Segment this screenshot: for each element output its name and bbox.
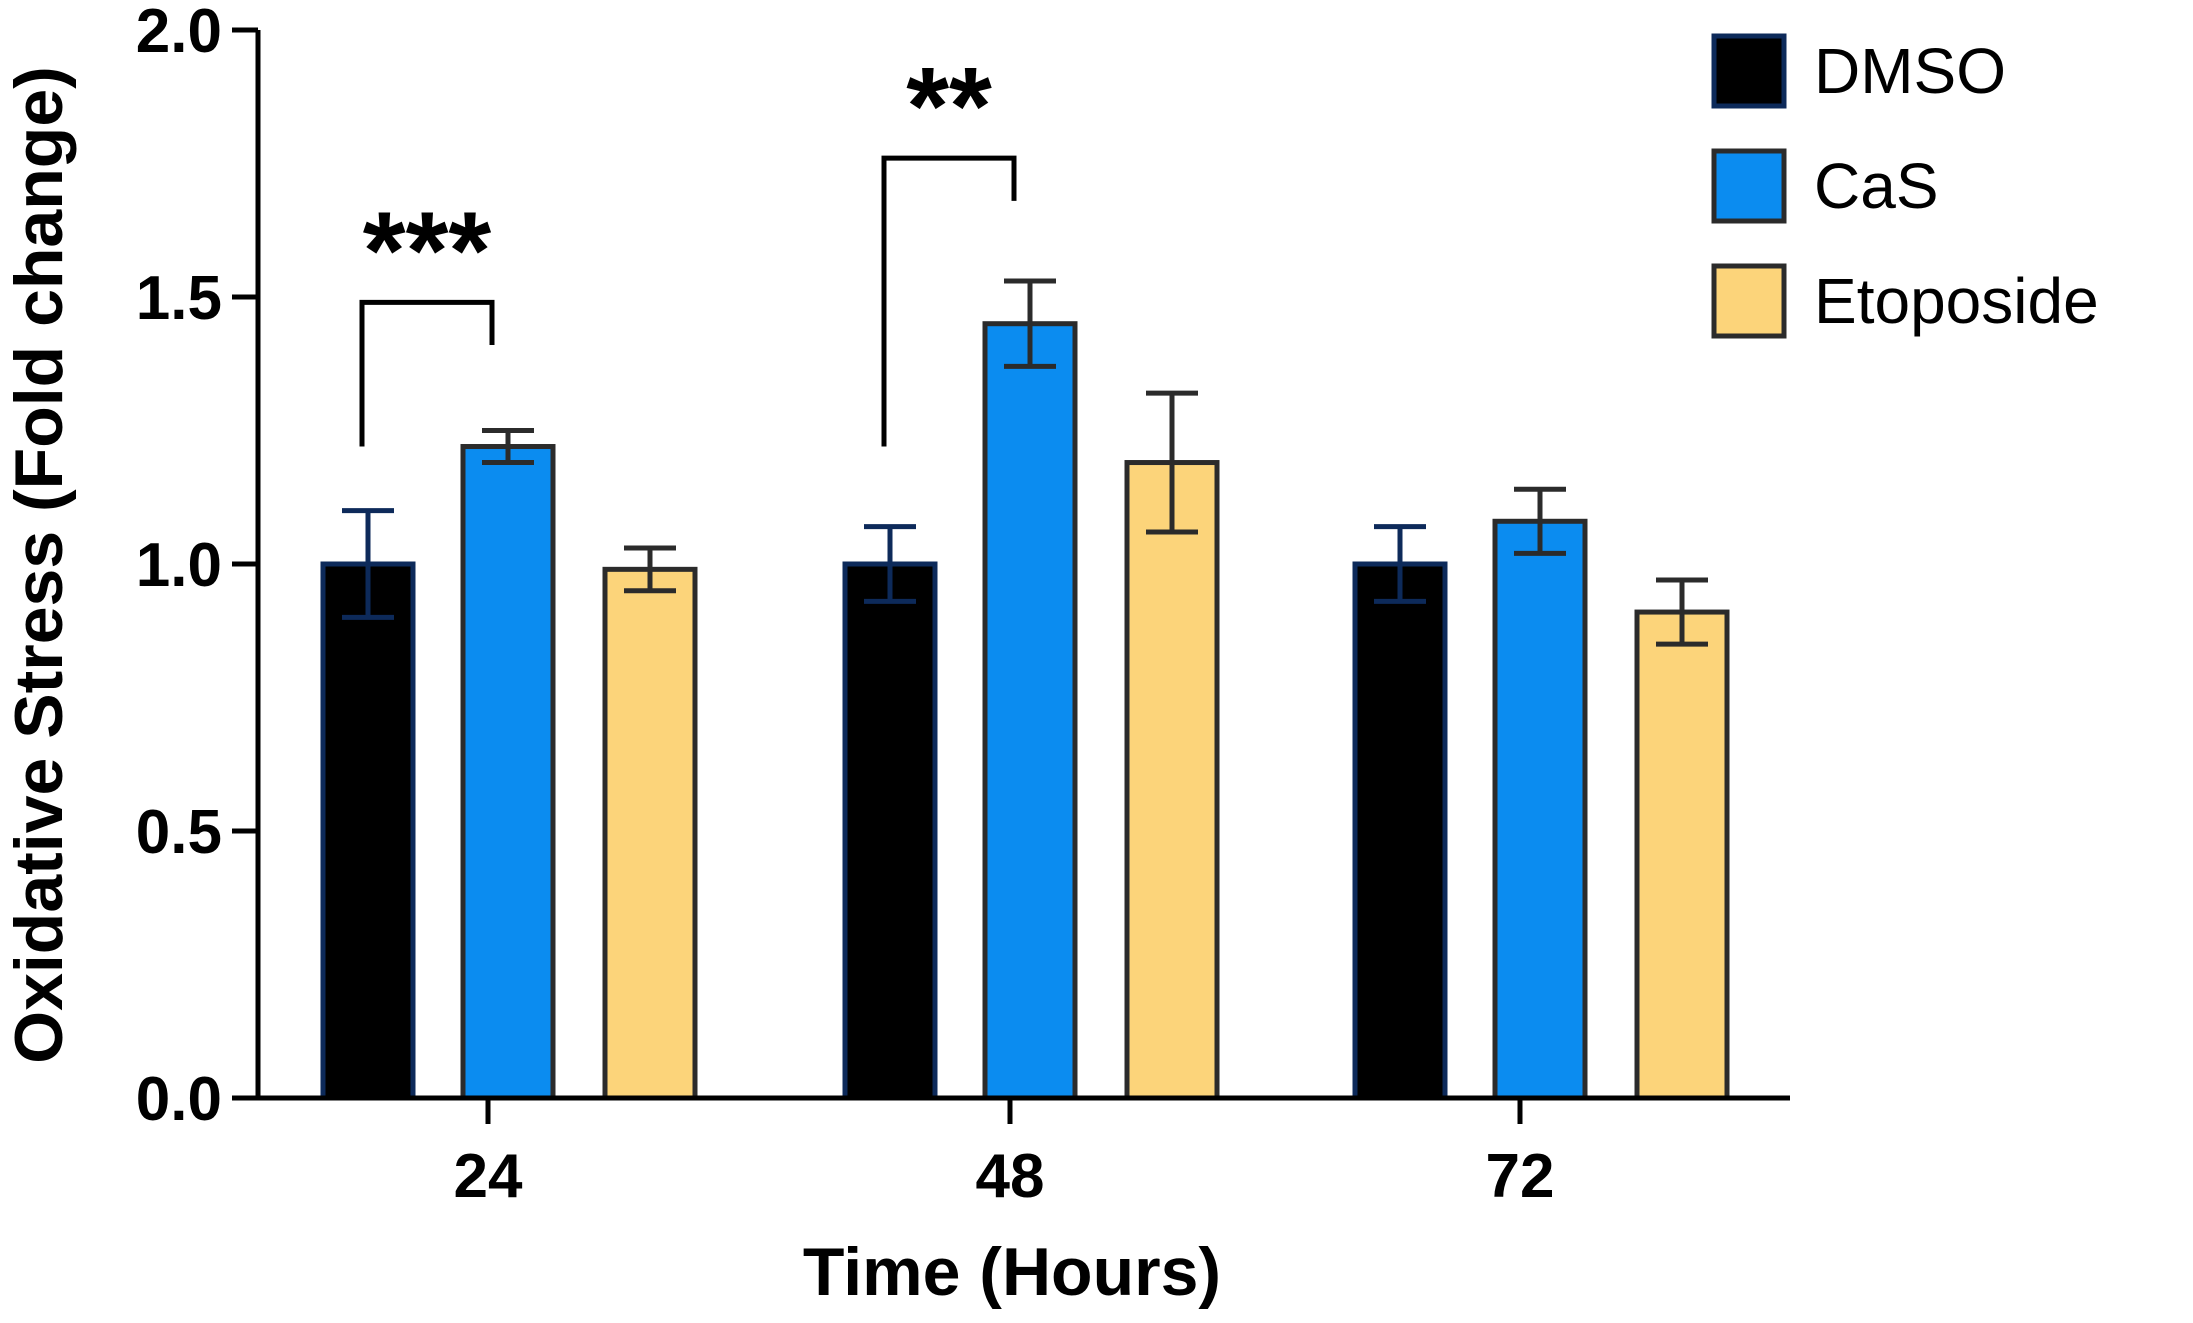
bar-cas-72 <box>1492 518 1588 1101</box>
significance-label: ** <box>906 45 992 168</box>
bar-dmso-72 <box>1352 561 1448 1101</box>
x-tick-label: 48 <box>976 1142 1045 1211</box>
y-tick-label: 0.0 <box>136 1065 222 1134</box>
significance-bracket-24: *** <box>359 189 495 447</box>
bar-etoposide-24 <box>602 566 698 1101</box>
legend-label: DMSO <box>1814 35 2006 107</box>
bar-etoposide-72 <box>1634 609 1730 1101</box>
bar-dmso-24 <box>320 561 416 1101</box>
y-tick-label: 0.5 <box>136 798 222 867</box>
error-bars-layer <box>342 278 1708 647</box>
bracket-line <box>359 299 495 447</box>
x-tick-label: 24 <box>454 1142 523 1211</box>
legend-item-cas: CaS <box>1711 148 1939 224</box>
legend-swatch <box>1711 263 1787 339</box>
error-bar-etoposide-24 <box>624 545 676 594</box>
legend-item-etoposide: Etoposide <box>1711 263 2099 339</box>
legend-swatch <box>1711 148 1787 224</box>
y-tick-label: 1.5 <box>136 264 222 333</box>
x-tick-label: 72 <box>1486 1142 1555 1211</box>
x-axis-title: Time (Hours) <box>803 1234 1221 1310</box>
legend-label: CaS <box>1814 150 1939 222</box>
legend-label: Etoposide <box>1814 265 2099 337</box>
bars-layer <box>320 321 1730 1101</box>
significance-bracket-48: ** <box>881 45 1017 447</box>
bar-dmso-48 <box>842 561 938 1101</box>
error-bar-cas-72 <box>1514 486 1566 556</box>
bracket-line <box>881 155 1017 447</box>
error-bar-etoposide-72 <box>1656 577 1708 647</box>
bar-cas-48 <box>982 321 1078 1101</box>
error-bar-dmso-48 <box>864 524 916 604</box>
axes-layer: 0.0 0.5 1.0 1.5 2.0 24 48 72 <box>136 0 1790 1211</box>
y-tick-label: 1.0 <box>136 531 222 600</box>
legend-swatch <box>1711 33 1787 109</box>
error-bar-dmso-24 <box>342 508 394 620</box>
legend-item-dmso: DMSO <box>1711 33 2006 109</box>
y-tick-label: 2.0 <box>136 0 222 66</box>
error-bar-cas-24 <box>482 428 534 466</box>
legend: DMSO CaS Etoposide <box>1711 33 2099 339</box>
significance-layer: ***** <box>359 45 1017 447</box>
significance-label: *** <box>363 189 492 312</box>
error-bar-etoposide-48 <box>1146 390 1198 535</box>
error-bar-cas-48 <box>1004 278 1056 369</box>
error-bar-dmso-72 <box>1374 524 1426 604</box>
bar-cas-24 <box>460 444 556 1101</box>
bar-etoposide-48 <box>1124 460 1220 1101</box>
y-axis-title: Oxidative Stress (Fold change) <box>1 66 77 1064</box>
